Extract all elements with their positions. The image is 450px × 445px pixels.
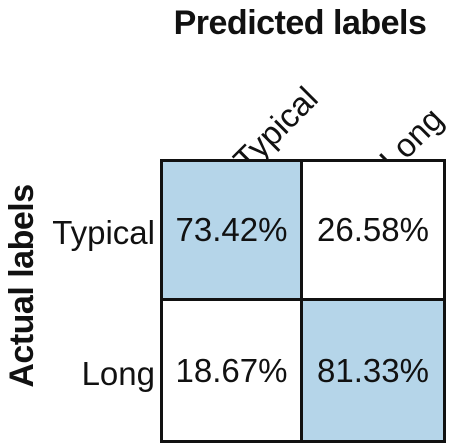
- confusion-matrix: 73.42% 26.58% 18.67% 81.33%: [160, 159, 446, 443]
- matrix-cell-typical-long: 26.58%: [303, 162, 443, 301]
- y-tick-label-long: Long: [81, 355, 155, 392]
- x-axis-title: Predicted labels: [173, 4, 427, 42]
- y-axis-title: Actual labels: [3, 184, 41, 388]
- matrix-cell-typical-typical: 73.42%: [163, 162, 303, 301]
- matrix-cell-long-long: 81.33%: [303, 301, 443, 440]
- matrix-cell-long-typical: 18.67%: [163, 301, 303, 440]
- y-tick-label-typical: Typical: [52, 214, 155, 251]
